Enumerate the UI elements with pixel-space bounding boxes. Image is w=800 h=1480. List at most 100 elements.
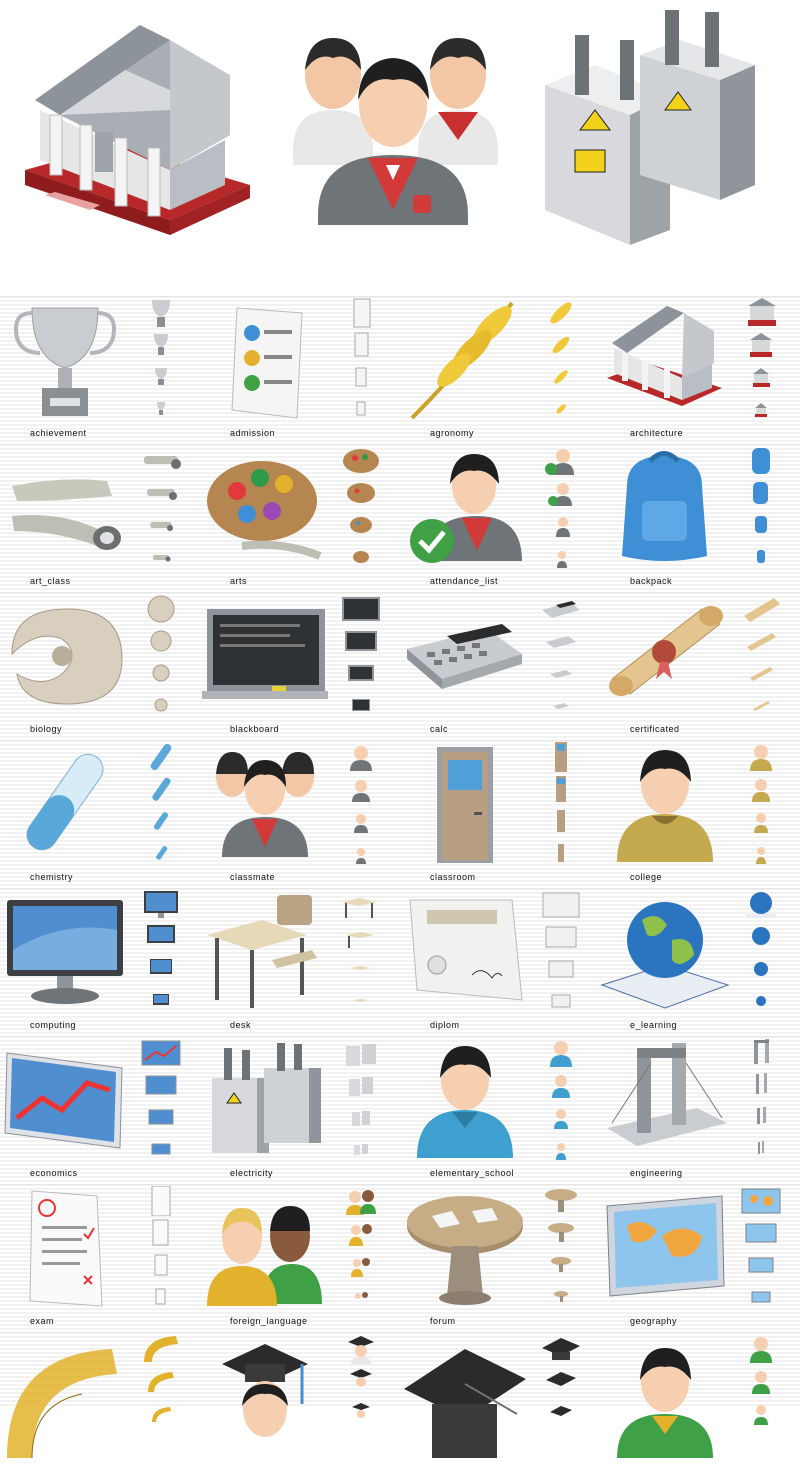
icon-tile-calc[interactable]: calc: [400, 592, 600, 740]
icon-size-variants: [538, 446, 584, 570]
calculator-icon: [550, 670, 572, 678]
icon-tile-desk[interactable]: desk: [200, 888, 400, 1036]
icon-label: desk: [230, 1020, 252, 1030]
icon-tile-mortarboard[interactable]: [400, 1332, 600, 1480]
people-red-icon: [356, 848, 366, 864]
icon-size-variants: [138, 890, 184, 1014]
map-board-icon: [748, 1257, 774, 1273]
two-people-icon: [349, 1224, 372, 1246]
icon-tile-biology[interactable]: biology: [0, 592, 200, 740]
test-tube-icon: [26, 753, 104, 851]
icon-tile-arts[interactable]: arts: [200, 444, 400, 592]
icon-label: achievement: [30, 428, 87, 438]
icon-tile-diplom[interactable]: diplom: [400, 888, 600, 1036]
paint-tubes-icon: [147, 489, 177, 500]
two-people-icon: [355, 1292, 368, 1299]
trophy-icon: [154, 334, 168, 355]
icon-tile-achievement[interactable]: achievement: [0, 296, 200, 444]
chart-board-icon: [141, 1040, 181, 1066]
shell-icon: [152, 664, 170, 682]
icon-tile-attendance_list[interactable]: attendance_list: [400, 444, 600, 592]
monitor-icon: [150, 959, 172, 974]
icon-label: arts: [230, 576, 248, 586]
icon-row: achievement admission: [0, 296, 800, 444]
chart-board-icon: [151, 1143, 171, 1155]
icon-tile-e_learning[interactable]: e_learning: [600, 888, 800, 1036]
palette-icon: [353, 551, 369, 563]
map-board-icon: [606, 1195, 725, 1297]
icon-size-variants: [338, 298, 384, 422]
chart-board-icon: [148, 1109, 174, 1125]
icon-tile-elementary_school[interactable]: elementary_school: [400, 1036, 600, 1184]
icon-label: backpack: [630, 576, 673, 586]
globe-book-icon: [756, 996, 766, 1006]
mortarboard-icon: [546, 1372, 576, 1386]
icon-tile-protractor[interactable]: [0, 1332, 200, 1480]
icon-tile-person-green[interactable]: [600, 1332, 800, 1480]
icon-tile-chemistry[interactable]: chemistry: [0, 740, 200, 888]
icon-label: electricity: [230, 1168, 274, 1178]
document-icon: [353, 298, 371, 328]
backpack-icon: [752, 448, 770, 474]
icon-size-variants: [138, 594, 184, 718]
round-table-icon: [554, 1291, 568, 1302]
round-table-icon: [551, 1257, 571, 1272]
icon-size-variants: [738, 890, 784, 1014]
exam-paper-icon: [154, 1254, 168, 1276]
scroll-icon: [609, 606, 723, 696]
icon-tile-graduate[interactable]: [200, 1332, 400, 1480]
icon-size-variants: [138, 446, 184, 570]
person-blue-icon: [552, 1075, 570, 1098]
icon-tile-backpack[interactable]: backpack: [600, 444, 800, 592]
diploma-icon: [409, 899, 523, 1001]
icon-tile-classmate[interactable]: classmate: [200, 740, 400, 888]
wheat-icon: [554, 370, 568, 384]
icon-tile-foreign_language[interactable]: foreign_language: [200, 1184, 400, 1332]
icon-size-variants: [338, 446, 384, 570]
globe-book-icon: [754, 962, 768, 976]
icon-tile-architecture[interactable]: architecture: [600, 296, 800, 444]
icon-tile-economics[interactable]: economics: [0, 1036, 200, 1184]
person-green-icon: [750, 1337, 772, 1363]
icon-tile-electricity[interactable]: electricity: [200, 1036, 400, 1184]
person-olive-icon: [754, 813, 768, 833]
door-icon: [558, 844, 564, 862]
icon-tile-art_class[interactable]: art_class: [0, 444, 200, 592]
icon-tile-engineering[interactable]: engineering: [600, 1036, 800, 1184]
icon-label: art_class: [30, 576, 71, 586]
icon-tile-geography[interactable]: geography: [600, 1184, 800, 1332]
icon-tile-admission[interactable]: admission: [200, 296, 400, 444]
diploma-icon: [551, 994, 571, 1008]
icon-tile-certificated[interactable]: certificated: [600, 592, 800, 740]
icon-tile-blackboard[interactable]: blackboard: [200, 592, 400, 740]
icon-label: biology: [30, 724, 63, 734]
people-red-icon: [216, 752, 314, 857]
diploma-icon: [542, 892, 580, 918]
icon-row: [0, 1332, 800, 1480]
protractor-icon: [144, 1336, 178, 1362]
map-board-icon: [745, 1223, 777, 1243]
people-red-icon: [354, 814, 368, 833]
icon-tile-college[interactable]: college: [600, 740, 800, 888]
blackboard-icon: [352, 699, 370, 711]
blackboard-icon: [342, 597, 380, 621]
icon-tile-agronomy[interactable]: agronomy: [400, 296, 600, 444]
icon-tile-classroom[interactable]: classroom: [400, 740, 600, 888]
icon-tile-computing[interactable]: computing: [0, 888, 200, 1036]
door-icon: [555, 742, 567, 772]
calculator-icon: [407, 624, 522, 689]
person-check-icon: [556, 517, 570, 537]
icon-size-variants: [338, 1038, 384, 1162]
icon-tile-exam[interactable]: exam: [0, 1184, 200, 1332]
icon-label: elementary_school: [430, 1168, 515, 1178]
trophy-icon: [155, 368, 167, 385]
round-table-icon: [548, 1223, 574, 1242]
bridge-icon: [607, 1043, 727, 1146]
test-tube-icon: [156, 846, 168, 860]
blackboard-icon: [345, 631, 377, 651]
graduate-icon: [352, 1403, 370, 1418]
transformer-icon: [346, 1044, 376, 1066]
building-icon: [753, 368, 770, 387]
monitor-icon: [144, 891, 178, 918]
icon-tile-forum[interactable]: forum: [400, 1184, 600, 1332]
